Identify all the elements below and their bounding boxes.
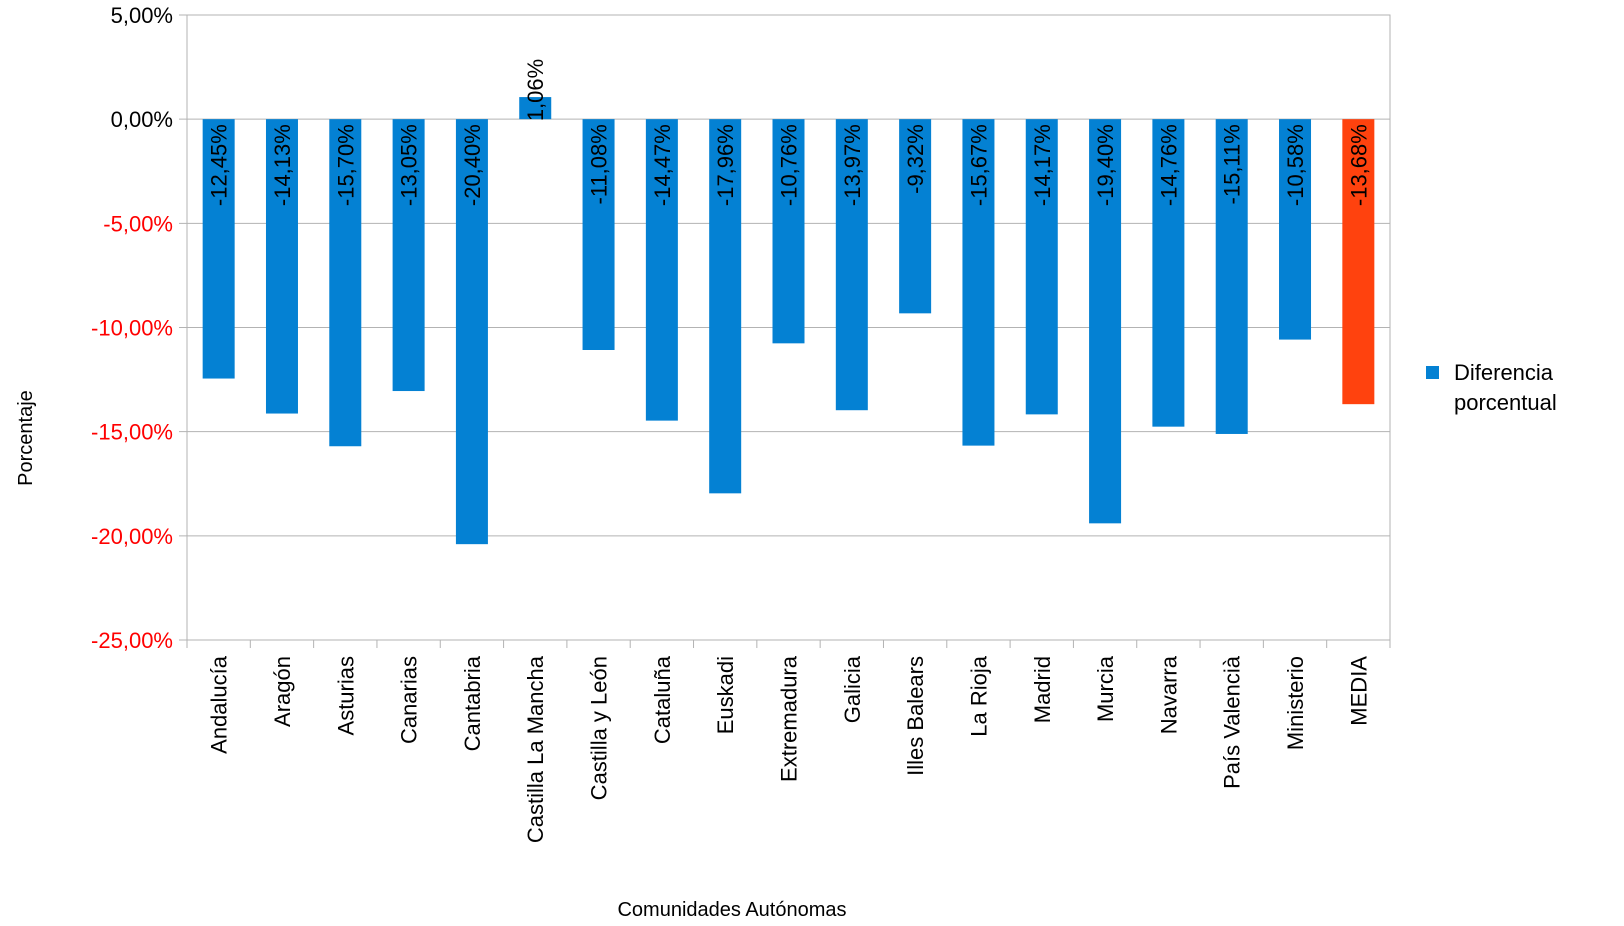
category-label: Andalucía: [207, 655, 232, 754]
x-axis-title: Comunidades Autónomas: [617, 899, 846, 921]
category-label: Cantabria: [460, 655, 485, 751]
data-label: -14,13%: [270, 124, 295, 206]
bar-andaluc-a: [202, 119, 235, 379]
bar-madrid: [1025, 119, 1058, 415]
bar-pa-s-valenci-: [1215, 119, 1248, 434]
data-label: -20,40%: [460, 124, 485, 206]
bar-extremadura: [772, 119, 805, 344]
bar-cantabria: [455, 119, 488, 545]
category-label: Illes Balears: [903, 656, 928, 776]
bar-euskadi: [709, 119, 742, 494]
y-axis-ticks: 5,00% 0,00% -5,00% -10,00% -15,00% -20,00% -25…: [91, 3, 173, 653]
category-label: Castilla y León: [587, 656, 612, 800]
bar-castilla-la-mancha: [519, 97, 552, 120]
bar-media: [1342, 119, 1375, 405]
x-axis-labels: Andalucía Aragón Asturias Canarias Cantabria…: [207, 655, 1372, 843]
data-label: -14,17%: [1030, 124, 1055, 206]
legend-swatch: [1426, 366, 1439, 379]
category-label: Murcia: [1093, 655, 1118, 722]
data-label: -15,11%: [1220, 124, 1245, 204]
data-label: -9,32%: [903, 124, 928, 194]
data-label: -13,68%: [1346, 124, 1371, 206]
y-tick-label: -25,00%: [91, 628, 173, 653]
category-label: Canarias: [397, 656, 422, 744]
y-tick-label: -10,00%: [91, 316, 173, 341]
data-labels: -12,45% -14,13% -15,70% -13,05% -20,40% 1,06%…: [207, 59, 1372, 206]
data-label: -13,05%: [397, 124, 422, 206]
category-label: Galicia: [840, 655, 865, 723]
bar-illes-balears: [899, 119, 932, 314]
category-label: Euskadi: [713, 656, 738, 734]
category-label: Ministerio: [1283, 656, 1308, 750]
plot-border: [186, 14, 1391, 641]
data-label: -12,45%: [207, 124, 232, 206]
data-label: -19,40%: [1093, 124, 1118, 206]
data-label: -17,96%: [713, 124, 738, 206]
y-tick-label: -5,00%: [103, 211, 173, 236]
bar-catalu-a: [645, 119, 678, 421]
bar-arag-n: [265, 119, 298, 414]
y-tick-label: -15,00%: [91, 420, 173, 445]
y-tick-label: -20,00%: [91, 524, 173, 549]
data-label: -10,76%: [777, 124, 802, 206]
category-label: País Valencià: [1220, 655, 1245, 789]
y-axis-title: Porcentaje: [15, 390, 37, 486]
bar-asturias: [329, 119, 362, 447]
plot-frame: [186, 14, 1391, 648]
data-label: -15,67%: [966, 124, 991, 206]
category-label: Navarra: [1156, 655, 1181, 734]
category-label: Extremadura: [777, 655, 802, 782]
category-label: Madrid: [1030, 656, 1055, 723]
bar-murcia: [1089, 119, 1122, 524]
bar-la-rioja: [962, 119, 995, 446]
category-label: MEDIA: [1346, 656, 1371, 726]
category-label: Castilla La Mancha: [523, 655, 548, 843]
bars: [202, 97, 1375, 545]
legend: Diferencia porcentual: [1426, 360, 1557, 415]
legend-label-line-2: porcentual: [1454, 390, 1557, 415]
y-tick-label: 0,00%: [111, 107, 173, 132]
data-label: -14,47%: [650, 124, 675, 206]
category-label: Aragón: [270, 656, 295, 727]
bar-ministerio: [1279, 119, 1312, 340]
data-label: -15,70%: [333, 124, 358, 206]
data-label: -14,76%: [1156, 124, 1181, 206]
legend-label-line-1: Diferencia: [1454, 360, 1554, 385]
bar-navarra: [1152, 119, 1185, 427]
bar-galicia: [835, 119, 868, 411]
bar-castilla-y-le-n: [582, 119, 615, 351]
data-label: -11,08%: [587, 124, 612, 204]
data-label: 1,06%: [523, 59, 548, 121]
data-label: -13,97%: [840, 124, 865, 206]
category-label: Asturias: [333, 656, 358, 735]
category-label: La Rioja: [966, 655, 991, 736]
bar-canarias: [392, 119, 425, 392]
category-label: Cataluña: [650, 655, 675, 744]
y-tick-label: 5,00%: [111, 3, 173, 28]
data-label: -10,58%: [1283, 124, 1308, 206]
